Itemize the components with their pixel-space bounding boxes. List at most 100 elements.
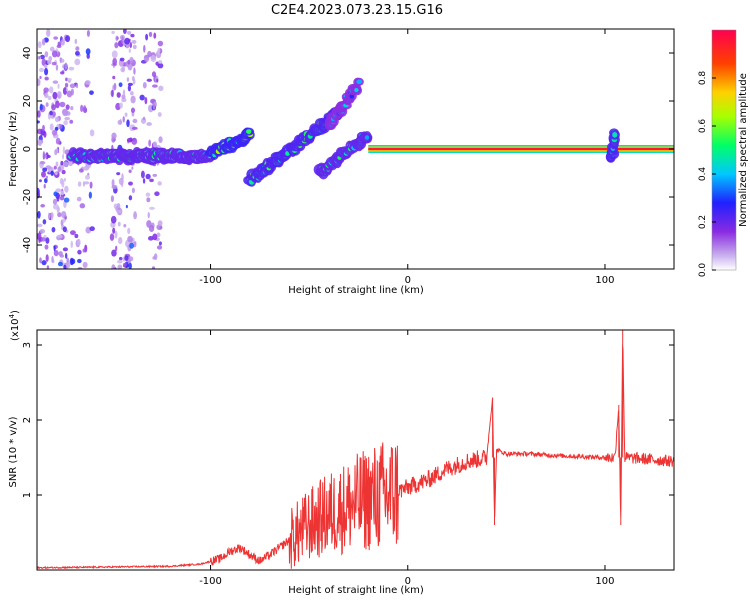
- noise-speckle: [130, 91, 134, 96]
- noise-speckle: [63, 161, 69, 168]
- trace-core: [354, 87, 359, 93]
- snr-series-line: [37, 330, 674, 570]
- noise-speckle: [52, 91, 58, 100]
- noise-speckle: [55, 116, 60, 123]
- noise-speckle: [44, 51, 49, 58]
- noise-speckle: [128, 195, 133, 201]
- noise-speckle: [63, 264, 67, 269]
- noise-speckle: [117, 264, 123, 269]
- x-tick-label: 0: [405, 576, 411, 587]
- spectrogram-ticks: -100 0 100 -40 -20 0 20 40: [22, 29, 674, 286]
- noise-speckle: [89, 181, 93, 189]
- x-tick-label: 100: [595, 275, 614, 286]
- noise-speckle: [112, 57, 118, 66]
- noise-speckle: [37, 139, 43, 146]
- spectrogram-marks: [37, 29, 674, 269]
- noise-speckle: [74, 58, 81, 66]
- noise-speckle: [55, 100, 60, 109]
- noise-speckle: [115, 245, 118, 252]
- noise-speckle: [142, 81, 147, 89]
- noise-speckle: [44, 67, 49, 76]
- noise-speckle: [70, 88, 74, 96]
- noise-speckle: [152, 256, 157, 260]
- noise-speckle: [51, 129, 58, 136]
- noise-speckle: [62, 146, 66, 155]
- noise-speckle: [150, 54, 157, 62]
- noise-speckle: [55, 161, 59, 167]
- noise-speckle: [45, 254, 49, 262]
- noise-speckle: [122, 29, 127, 34]
- noise-speckle: [67, 77, 72, 82]
- noise-speckle: [77, 249, 82, 255]
- spectrogram-ylabel: Frequency (Hz): [8, 111, 19, 187]
- noise-speckle: [111, 30, 115, 35]
- noise-speckle: [84, 174, 90, 180]
- noise-speckle: [111, 179, 115, 187]
- noise-speckle: [149, 178, 154, 183]
- noise-speckle: [51, 227, 56, 233]
- figure-title: C2E4.2023.073.23.15.G16: [271, 3, 443, 18]
- noise-speckle: [128, 48, 131, 53]
- noise-speckle: [82, 248, 86, 253]
- noise-speckle: [125, 204, 128, 209]
- noise-speckle: [122, 89, 126, 97]
- noise-speckle: [146, 78, 152, 82]
- x-tick-label: 0: [405, 275, 411, 286]
- noise-speckle: [89, 226, 95, 232]
- noise-speckle: [49, 110, 53, 116]
- noise-speckle: [59, 101, 66, 108]
- colorbar-tick-label: 0.2: [698, 215, 708, 229]
- noise-speckle: [62, 218, 66, 223]
- colorbar-tick-label: 0.8: [698, 71, 708, 86]
- noise-speckle: [152, 141, 158, 148]
- noise-speckle: [75, 83, 79, 89]
- noise-speckle: [49, 123, 54, 131]
- noise-speckle: [39, 75, 42, 80]
- noise-speckle: [65, 77, 68, 82]
- noise-speckle: [75, 46, 80, 51]
- noise-speckle: [133, 67, 136, 75]
- noise-speckle: [45, 102, 49, 107]
- noise-speckle: [51, 61, 57, 66]
- noise-speckle: [110, 195, 115, 203]
- noise-speckle: [43, 178, 48, 184]
- noise-speckle: [54, 149, 58, 156]
- noise-speckle: [77, 258, 82, 264]
- noise-speckle: [116, 36, 119, 40]
- noise-speckle: [53, 245, 56, 252]
- noise-speckle: [43, 87, 49, 93]
- noise-speckle: [129, 41, 133, 49]
- noise-speckle: [37, 110, 41, 118]
- noise-speckle: [70, 240, 74, 248]
- noise-speckle: [39, 228, 46, 234]
- noise-speckle: [62, 109, 69, 117]
- y-tick-label: 1: [22, 492, 33, 498]
- noise-speckle: [156, 245, 163, 250]
- noise-speckle: [75, 50, 80, 56]
- colorbar-label: Normalized spectral amplitude: [738, 73, 749, 227]
- noise-speckle: [65, 35, 71, 43]
- noise-speckle: [42, 219, 47, 225]
- noise-speckle: [132, 118, 138, 124]
- noise-speckle: [39, 161, 46, 165]
- noise-speckle: [153, 32, 157, 39]
- noise-speckle: [42, 151, 45, 156]
- noise-speckle: [122, 262, 127, 267]
- noise-speckle: [37, 78, 41, 87]
- noise-speckle: [82, 105, 87, 113]
- noise-speckle: [68, 66, 75, 71]
- noise-speckle: [54, 126, 59, 131]
- noise-speckle: [69, 83, 76, 89]
- noise-speckle: [117, 259, 123, 264]
- noise-speckle: [50, 212, 54, 219]
- spectrogram-feature-carrier: [368, 145, 674, 153]
- noise-speckle: [126, 119, 130, 128]
- noise-speckle: [79, 203, 86, 209]
- noise-speckle: [47, 95, 52, 101]
- noise-speckle: [127, 256, 134, 262]
- noise-speckle: [131, 126, 138, 130]
- noise-speckle: [83, 165, 90, 171]
- noise-speckle: [145, 192, 151, 197]
- noise-speckle: [128, 169, 132, 174]
